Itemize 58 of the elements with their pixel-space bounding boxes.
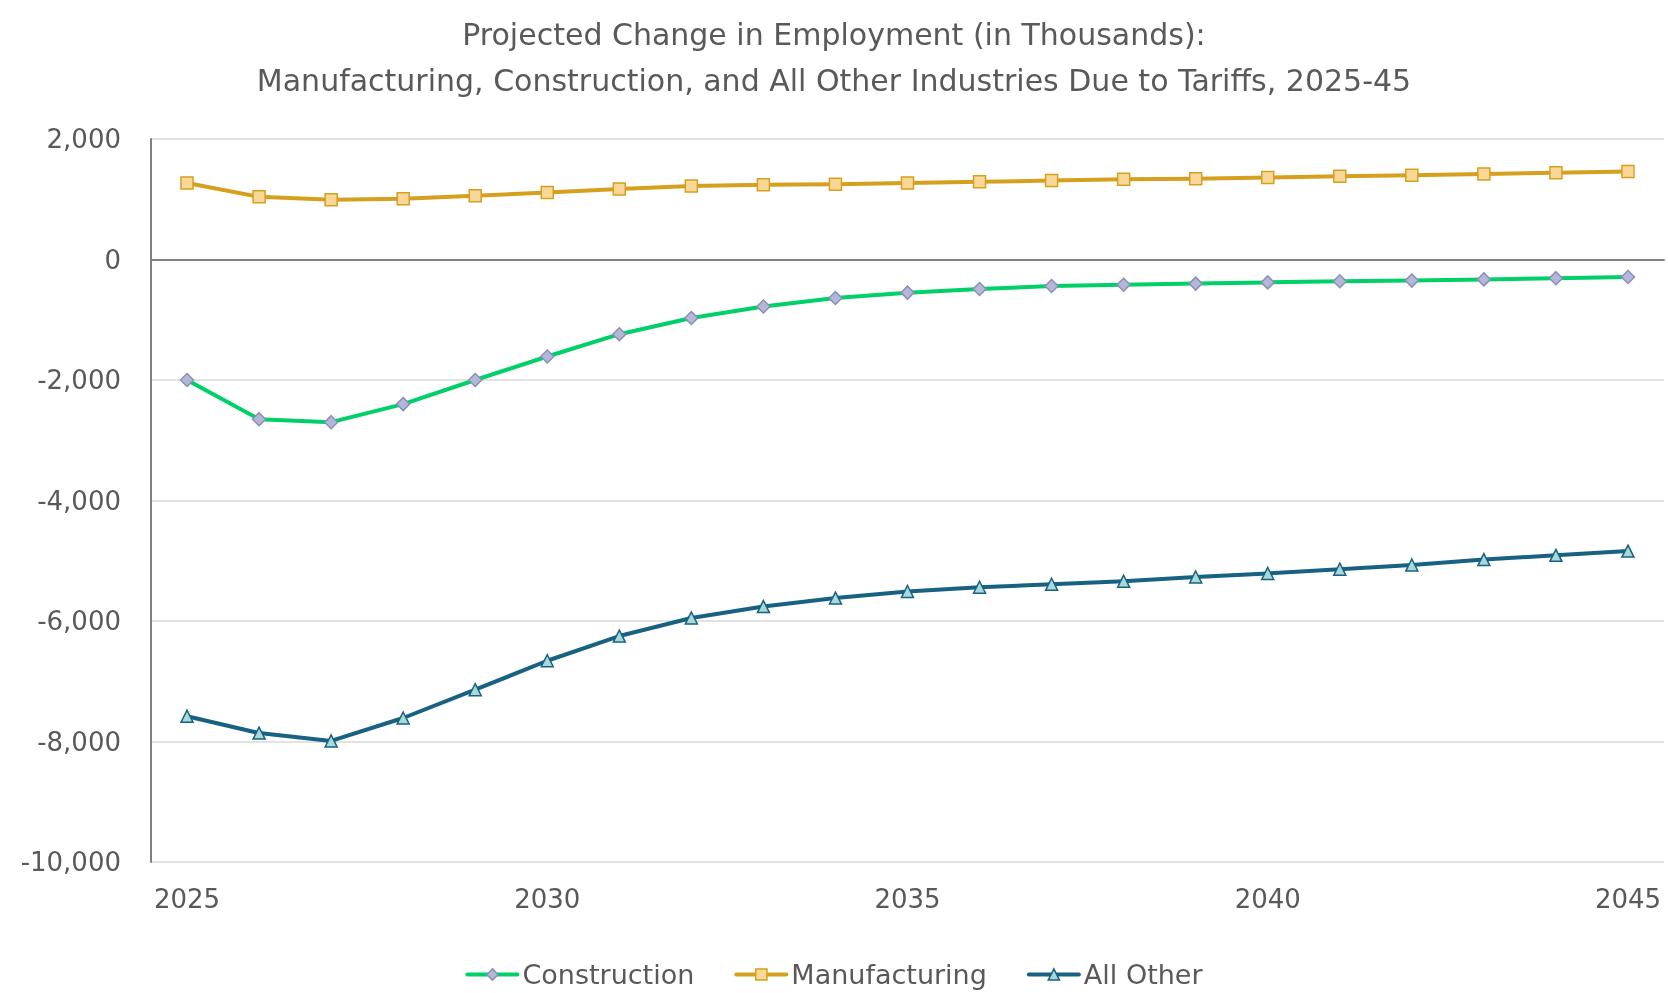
legend-label: Manufacturing (791, 959, 987, 990)
x-tick-label: 2035 (874, 884, 941, 914)
y-tick-label: -2,000 (37, 365, 121, 395)
point (1044, 173, 1059, 188)
point (1549, 548, 1563, 563)
point (1405, 168, 1419, 182)
y-tick-label: 2,000 (46, 124, 121, 154)
x-tick-label: 2045 (1594, 884, 1662, 914)
point (1116, 574, 1131, 588)
y-tick-label: -8,000 (37, 726, 121, 757)
point (252, 190, 266, 204)
point (1333, 562, 1347, 576)
point (972, 175, 987, 189)
point (684, 611, 699, 625)
chart-title: Projected Change in Employment (in Thousands): Manufacturing, Construction, and All Other Industries Due to Tariffs, 2025-45 (256, 16, 1412, 98)
point (828, 177, 843, 191)
point (1621, 164, 1635, 179)
point (900, 176, 915, 190)
point (180, 176, 194, 190)
point (900, 584, 915, 599)
point (1333, 169, 1347, 184)
point (612, 182, 627, 196)
point (540, 654, 555, 668)
y-tick-label: -10,000 (20, 847, 121, 877)
point (756, 599, 771, 614)
point (396, 711, 410, 725)
point (1116, 172, 1131, 187)
point (180, 709, 194, 723)
point (1260, 170, 1275, 185)
point (324, 734, 338, 748)
point (1260, 566, 1275, 581)
point (1549, 165, 1563, 180)
point (828, 591, 843, 605)
legend-label: All Other (1083, 959, 1204, 990)
point (1044, 577, 1059, 591)
point (324, 193, 338, 207)
legend-label: Construction (522, 959, 695, 990)
point (972, 580, 987, 595)
x-tick-label: 2040 (1234, 884, 1301, 914)
point (684, 179, 699, 193)
point (612, 629, 627, 643)
point (540, 185, 555, 200)
point (1621, 544, 1635, 558)
point (1477, 167, 1491, 181)
point (396, 191, 410, 206)
point (1188, 172, 1203, 186)
x-tick-label: 2025 (153, 884, 221, 914)
y-tick-label: -4,000 (37, 485, 121, 516)
y-tick-label: 0 (104, 244, 121, 275)
y-tick-label: -6,000 (37, 606, 121, 636)
point (756, 178, 771, 192)
point (1477, 552, 1491, 567)
point (252, 726, 266, 740)
point (1405, 558, 1419, 572)
point (468, 188, 482, 203)
point (1188, 570, 1203, 584)
x-tick-label: 2030 (514, 884, 581, 914)
point (468, 682, 482, 697)
